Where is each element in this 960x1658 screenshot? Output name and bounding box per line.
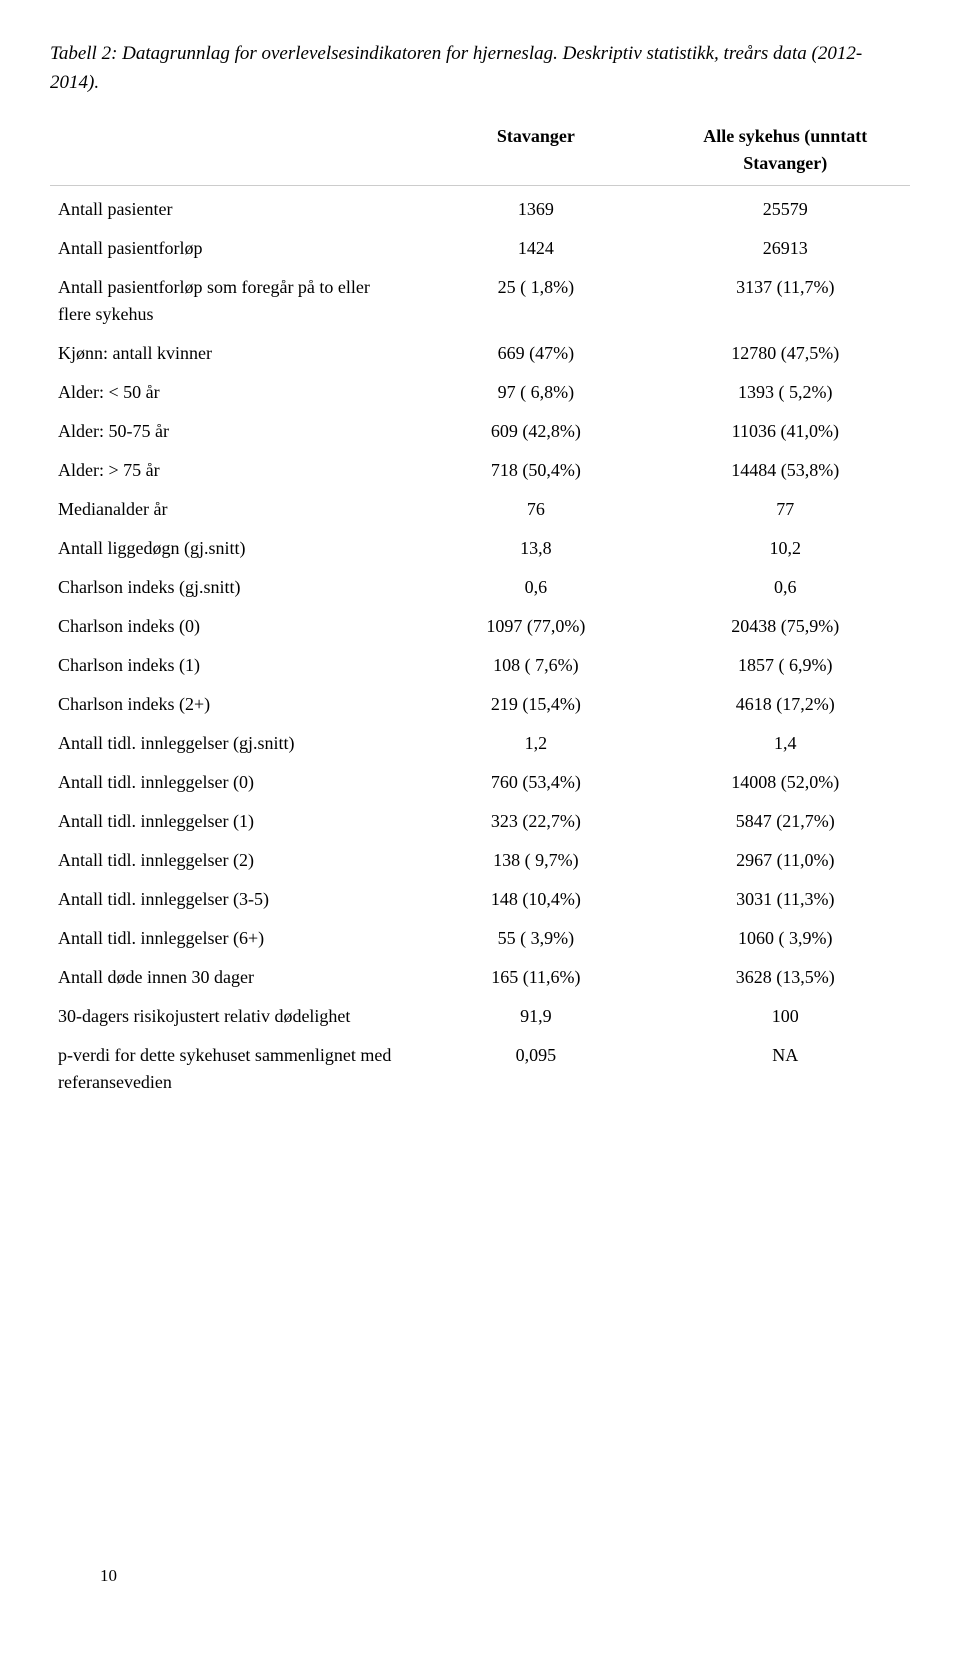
row-value-2: 3628 (13,5%) [661, 958, 910, 997]
table-row: Antall tidl. innleggelser (1)323 (22,7%)… [50, 802, 910, 841]
row-label: Antall tidl. innleggelser (gj.snitt) [50, 724, 411, 763]
row-label: Antall tidl. innleggelser (6+) [50, 919, 411, 958]
row-value-1: 1,2 [411, 724, 660, 763]
header-label [50, 117, 411, 186]
row-value-1: 1424 [411, 229, 660, 268]
row-label: Charlson indeks (gj.snitt) [50, 568, 411, 607]
row-value-2: 3031 (11,3%) [661, 880, 910, 919]
row-label: Antall pasientforløp [50, 229, 411, 268]
table-row: 30-dagers risikojustert relativ dødeligh… [50, 997, 910, 1036]
table-row: Kjønn: antall kvinner669 (47%)12780 (47,… [50, 334, 910, 373]
row-value-2: NA [661, 1036, 910, 1102]
header-col2: Alle sykehus (unntatt Stavanger) [661, 117, 910, 186]
row-value-2: 1060 ( 3,9%) [661, 919, 910, 958]
row-value-1: 718 (50,4%) [411, 451, 660, 490]
row-label: Antall pasientforløp som foregår på to e… [50, 268, 411, 334]
table-row: Alder: > 75 år718 (50,4%)14484 (53,8%) [50, 451, 910, 490]
row-value-2: 4618 (17,2%) [661, 685, 910, 724]
table-row: Antall liggedøgn (gj.snitt)13,810,2 [50, 529, 910, 568]
row-value-1: 609 (42,8%) [411, 412, 660, 451]
table-row: Medianalder år7677 [50, 490, 910, 529]
row-value-2: 10,2 [661, 529, 910, 568]
data-table: Stavanger Alle sykehus (unntatt Stavange… [50, 117, 910, 1102]
row-value-2: 5847 (21,7%) [661, 802, 910, 841]
row-value-2: 12780 (47,5%) [661, 334, 910, 373]
table-row: Antall pasientforløp som foregår på to e… [50, 268, 910, 334]
row-label: Alder: 50-75 år [50, 412, 411, 451]
header-col1: Stavanger [411, 117, 660, 186]
row-label: Charlson indeks (0) [50, 607, 411, 646]
table-row: Antall tidl. innleggelser (gj.snitt)1,21… [50, 724, 910, 763]
row-value-2: 1,4 [661, 724, 910, 763]
table-row: Antall døde innen 30 dager165 (11,6%)362… [50, 958, 910, 997]
table-row: Alder: 50-75 år609 (42,8%)11036 (41,0%) [50, 412, 910, 451]
row-value-2: 14484 (53,8%) [661, 451, 910, 490]
page-number: 10 [100, 1563, 117, 1589]
table-row: Antall tidl. innleggelser (0)760 (53,4%)… [50, 763, 910, 802]
row-value-2: 26913 [661, 229, 910, 268]
table-caption: Tabell 2: Datagrunnlag for overlevelsesi… [50, 40, 910, 97]
row-value-1: 219 (15,4%) [411, 685, 660, 724]
row-label: Antall tidl. innleggelser (2) [50, 841, 411, 880]
row-value-1: 1097 (77,0%) [411, 607, 660, 646]
row-value-1: 669 (47%) [411, 334, 660, 373]
row-value-1: 91,9 [411, 997, 660, 1036]
row-label: Alder: < 50 år [50, 373, 411, 412]
row-label: Charlson indeks (2+) [50, 685, 411, 724]
row-value-1: 760 (53,4%) [411, 763, 660, 802]
row-value-1: 323 (22,7%) [411, 802, 660, 841]
row-value-1: 13,8 [411, 529, 660, 568]
table-row: Charlson indeks (2+)219 (15,4%)4618 (17,… [50, 685, 910, 724]
row-value-2: 77 [661, 490, 910, 529]
table-row: Charlson indeks (1)108 ( 7,6%)1857 ( 6,9… [50, 646, 910, 685]
row-value-2: 0,6 [661, 568, 910, 607]
row-value-1: 138 ( 9,7%) [411, 841, 660, 880]
row-value-2: 3137 (11,7%) [661, 268, 910, 334]
row-label: Antall pasienter [50, 186, 411, 230]
row-value-2: 1393 ( 5,2%) [661, 373, 910, 412]
row-value-1: 55 ( 3,9%) [411, 919, 660, 958]
row-label: Antall tidl. innleggelser (3-5) [50, 880, 411, 919]
row-label: Alder: > 75 år [50, 451, 411, 490]
table-row: Antall pasienter136925579 [50, 186, 910, 230]
table-row: Charlson indeks (gj.snitt)0,60,6 [50, 568, 910, 607]
row-value-1: 165 (11,6%) [411, 958, 660, 997]
row-label: Charlson indeks (1) [50, 646, 411, 685]
row-value-1: 0,095 [411, 1036, 660, 1102]
row-label: Medianalder år [50, 490, 411, 529]
row-value-2: 2967 (11,0%) [661, 841, 910, 880]
table-row: Alder: < 50 år97 ( 6,8%)1393 ( 5,2%) [50, 373, 910, 412]
row-value-2: 20438 (75,9%) [661, 607, 910, 646]
table-row: Antall tidl. innleggelser (6+)55 ( 3,9%)… [50, 919, 910, 958]
table-row: Antall pasientforløp142426913 [50, 229, 910, 268]
row-value-2: 11036 (41,0%) [661, 412, 910, 451]
row-value-1: 1369 [411, 186, 660, 230]
row-label: 30-dagers risikojustert relativ dødeligh… [50, 997, 411, 1036]
row-value-1: 97 ( 6,8%) [411, 373, 660, 412]
row-value-2: 25579 [661, 186, 910, 230]
table-row: Antall tidl. innleggelser (3-5)148 (10,4… [50, 880, 910, 919]
row-label: Antall liggedøgn (gj.snitt) [50, 529, 411, 568]
row-label: Antall tidl. innleggelser (1) [50, 802, 411, 841]
row-value-1: 0,6 [411, 568, 660, 607]
row-value-1: 148 (10,4%) [411, 880, 660, 919]
table-row: p-verdi for dette sykehuset sammenlignet… [50, 1036, 910, 1102]
row-value-2: 14008 (52,0%) [661, 763, 910, 802]
row-value-1: 76 [411, 490, 660, 529]
row-value-1: 25 ( 1,8%) [411, 268, 660, 334]
row-label: Antall tidl. innleggelser (0) [50, 763, 411, 802]
row-value-2: 100 [661, 997, 910, 1036]
row-label: p-verdi for dette sykehuset sammenlignet… [50, 1036, 411, 1102]
row-label: Kjønn: antall kvinner [50, 334, 411, 373]
table-row: Charlson indeks (0)1097 (77,0%)20438 (75… [50, 607, 910, 646]
row-label: Antall døde innen 30 dager [50, 958, 411, 997]
row-value-2: 1857 ( 6,9%) [661, 646, 910, 685]
table-row: Antall tidl. innleggelser (2)138 ( 9,7%)… [50, 841, 910, 880]
row-value-1: 108 ( 7,6%) [411, 646, 660, 685]
